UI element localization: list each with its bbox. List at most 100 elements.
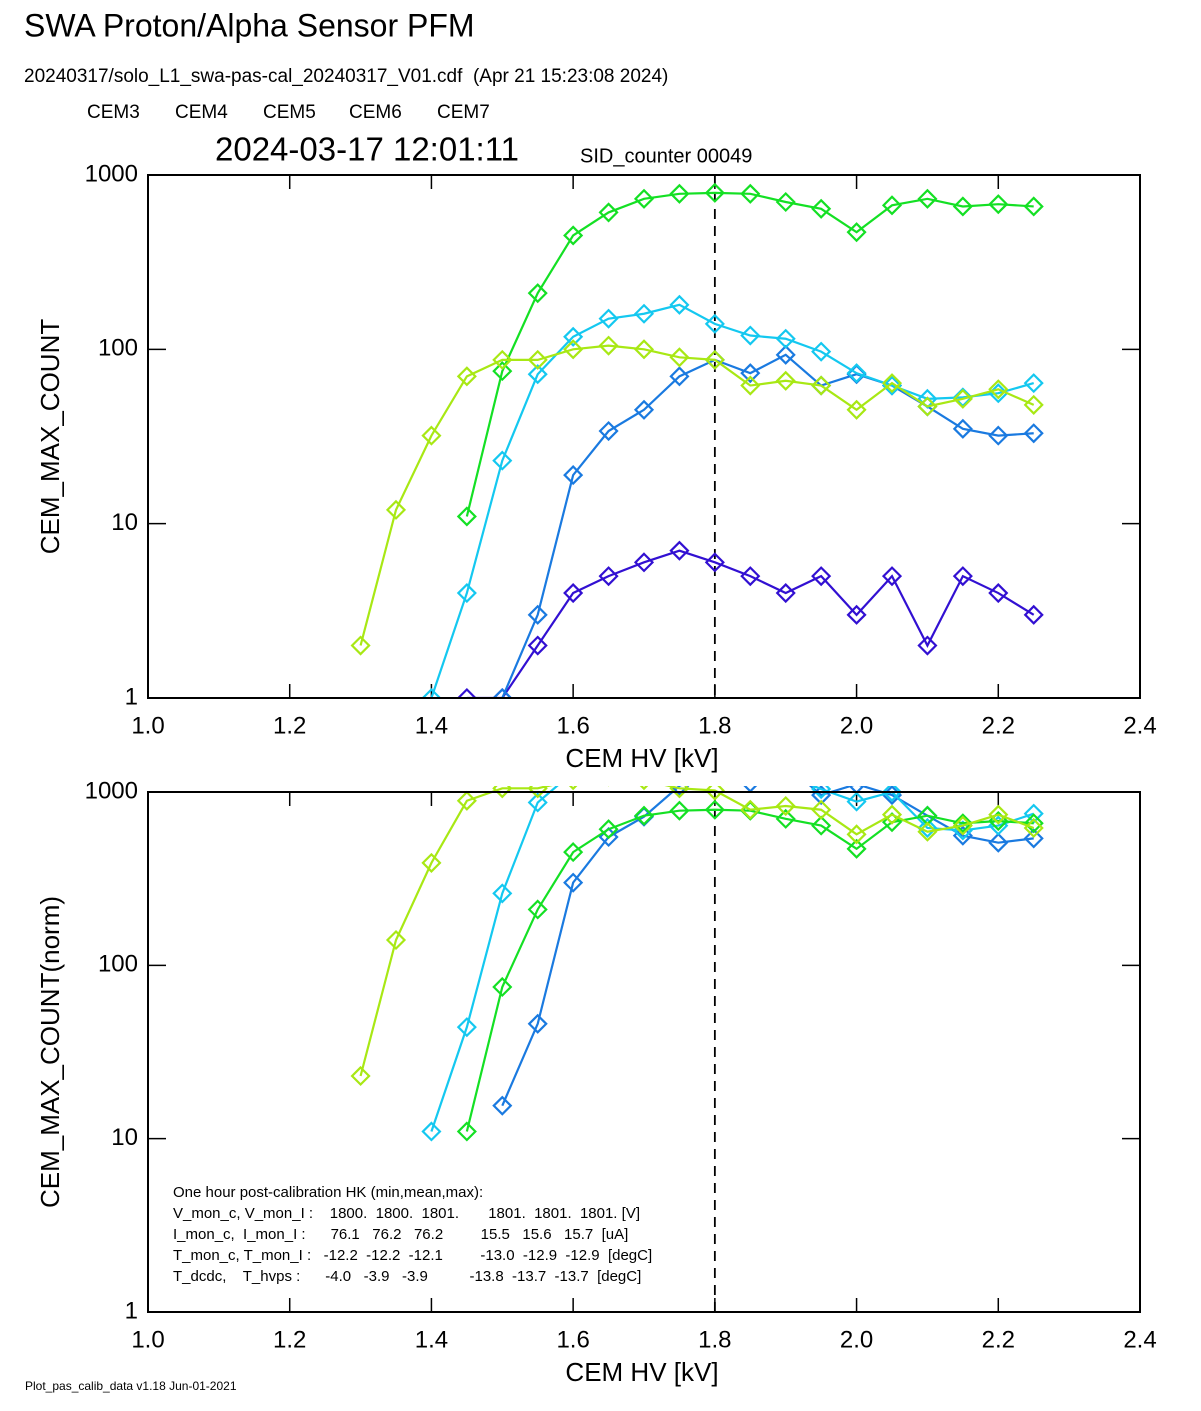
x-tick-label: 2.0 xyxy=(840,712,873,739)
data-marker xyxy=(527,349,548,370)
data-marker xyxy=(740,566,761,587)
chart-title: 2024-03-17 12:01:11 xyxy=(215,131,519,168)
data-marker xyxy=(633,339,655,360)
file-line: 20240317/solo_L1_swa-pas-cal_20240317_V0… xyxy=(24,66,668,87)
y-tick-label: 1 xyxy=(125,1297,138,1324)
data-marker xyxy=(421,1121,442,1142)
data-marker xyxy=(669,786,690,796)
x-tick-label: 2.0 xyxy=(840,1326,873,1353)
data-marker xyxy=(669,183,690,204)
data-marker xyxy=(775,344,796,365)
data-marker xyxy=(811,198,832,219)
data-marker xyxy=(492,361,513,382)
data-marker xyxy=(669,786,690,799)
data-marker xyxy=(846,222,867,243)
x-tick-label: 2.2 xyxy=(982,712,1015,739)
data-marker xyxy=(563,225,584,246)
data-marker xyxy=(633,805,655,826)
data-marker xyxy=(492,1095,513,1116)
data-marker xyxy=(492,687,513,698)
data-marker xyxy=(492,883,513,904)
data-marker xyxy=(846,838,867,859)
data-marker xyxy=(846,791,867,812)
data-marker xyxy=(881,804,903,825)
data-marker xyxy=(704,786,725,801)
data-marker xyxy=(740,325,761,346)
x-tick-label: 1.2 xyxy=(273,712,306,739)
data-marker xyxy=(881,375,903,396)
y-tick-label: 1000 xyxy=(85,777,138,804)
data-marker xyxy=(563,465,584,486)
x-axis-label: CEM HV [kV] xyxy=(565,743,718,773)
data-marker xyxy=(704,349,725,370)
data-marker xyxy=(633,303,655,324)
legend-entry: CEM4 xyxy=(175,102,228,123)
legend-entry: CEM6 xyxy=(349,102,402,123)
data-marker xyxy=(811,341,832,362)
data-marker xyxy=(563,872,584,893)
data-marker xyxy=(421,852,442,873)
hk-line: I_mon_c, I_mon_I : 76.1 76.2 76.2 15.5 1… xyxy=(173,1226,628,1243)
data-marker xyxy=(492,450,513,471)
plot-area xyxy=(350,182,1044,698)
data-marker xyxy=(775,582,796,604)
data-marker xyxy=(775,808,796,829)
data-marker xyxy=(598,202,619,223)
series-line xyxy=(430,303,1035,698)
data-marker xyxy=(988,804,1009,825)
x-tick-label: 1.6 xyxy=(556,712,589,739)
y-tick-label: 100 xyxy=(98,335,138,362)
data-marker xyxy=(881,812,903,833)
x-tick-label: 1.0 xyxy=(131,1326,164,1353)
data-marker xyxy=(952,418,973,439)
data-marker xyxy=(952,815,973,836)
data-marker xyxy=(881,786,903,803)
data-marker xyxy=(563,339,584,360)
data-marker xyxy=(385,929,407,951)
y-axis-label: CEM_MAX_COUNT xyxy=(35,319,65,555)
hk-line: T_mon_c, T_mon_I : -12.2 -12.2 -12.1 -13… xyxy=(173,1247,652,1264)
y-tick-label: 1000 xyxy=(85,160,138,187)
data-marker xyxy=(669,366,690,387)
x-tick-label: 1.6 xyxy=(556,1326,589,1353)
data-marker xyxy=(917,396,938,417)
data-marker xyxy=(811,815,832,836)
data-marker xyxy=(350,635,371,656)
data-marker xyxy=(633,399,655,420)
data-marker xyxy=(527,899,548,920)
data-marker xyxy=(527,604,548,625)
hk-line: V_mon_c, V_mon_I : 1800. 1800. 1801. 180… xyxy=(173,1205,640,1222)
data-marker xyxy=(846,363,867,384)
data-marker xyxy=(669,800,690,821)
plot-frame xyxy=(147,791,1141,1313)
data-marker xyxy=(881,566,903,587)
data-marker xyxy=(988,425,1009,446)
legend-entry: CEM3 xyxy=(87,102,140,123)
data-marker xyxy=(421,425,442,446)
data-marker xyxy=(527,786,548,799)
data-marker xyxy=(811,566,832,587)
data-marker xyxy=(527,792,548,813)
x-tick-label: 1.8 xyxy=(698,712,731,739)
data-marker xyxy=(385,499,407,520)
hk-line: T_dcdc, T_hvps : -4.0 -3.9 -3.9 -13.8 -1… xyxy=(173,1268,641,1285)
plot-frame xyxy=(147,174,1141,699)
data-marker xyxy=(598,566,619,587)
series-line xyxy=(466,549,1035,698)
data-marker xyxy=(775,795,796,817)
x-tick-label: 1.2 xyxy=(273,1326,306,1353)
data-marker xyxy=(775,370,796,391)
series-line xyxy=(465,191,1034,517)
data-marker xyxy=(988,379,1009,400)
data-marker xyxy=(952,566,973,587)
data-marker xyxy=(456,687,477,698)
data-marker xyxy=(846,604,867,625)
data-marker xyxy=(568,786,578,791)
data-marker xyxy=(881,373,903,394)
x-tick-label: 2.4 xyxy=(1123,712,1156,739)
data-marker xyxy=(846,399,867,420)
data-marker xyxy=(350,1065,371,1087)
data-marker xyxy=(1023,817,1044,839)
data-marker xyxy=(563,326,584,347)
